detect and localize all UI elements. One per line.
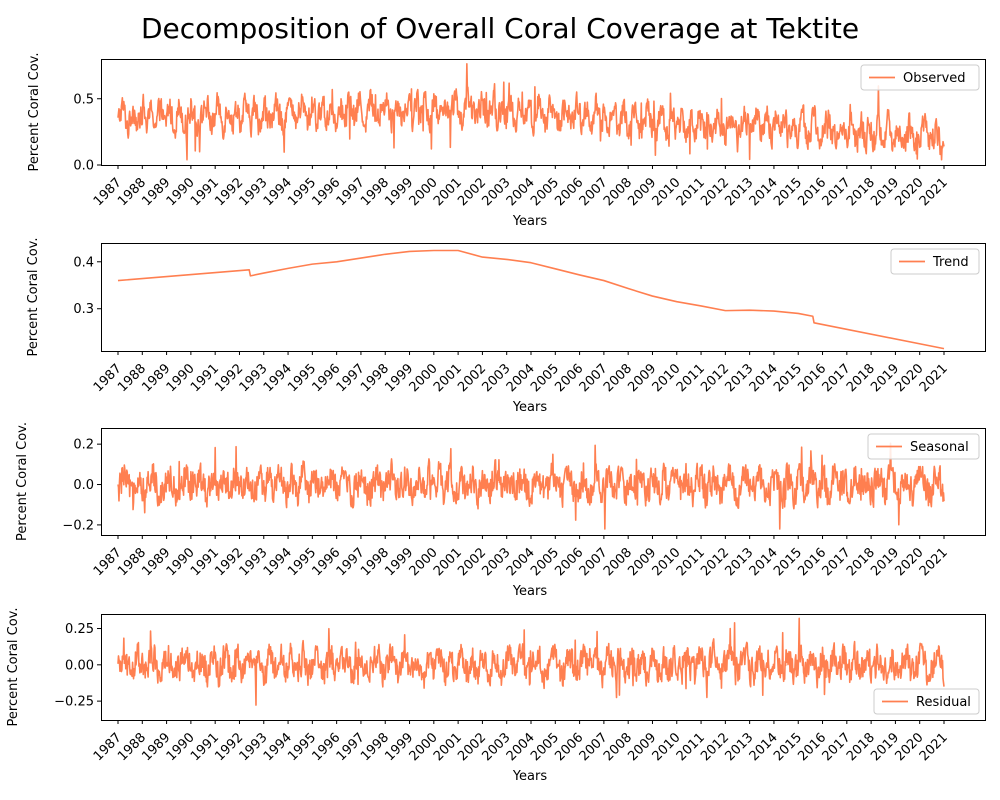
y-tick-label: 0.2 [73,438,94,453]
legend: Seasonal [867,433,980,460]
y-tick-label: 0.3 [73,302,94,317]
y-axis-label: Percent Coral Cov. [26,238,41,357]
legend-label: Observed [903,71,966,86]
y-tick-label: 0.4 [73,255,94,270]
x-axis-label: Years [512,214,548,229]
figure-title: Decomposition of Overall Coral Coverage … [141,12,859,45]
legend-box [867,433,980,460]
x-axis-label: Years [512,400,548,415]
axes-frame [101,428,986,536]
y-tick-label: 0.5 [73,92,94,107]
legend-box [860,64,980,91]
seasonal-series-line [117,442,945,530]
legend: Residual [873,688,980,715]
legend: Trend [890,248,980,275]
legend-box [873,688,980,715]
y-axis-label: Percent Coral Cov. [15,422,30,541]
axes-frame [101,59,986,166]
panels: 0.00.51987198819891990199119921993199419… [6,53,986,784]
legend-label: Residual [916,695,971,710]
residual-series-line [117,617,945,706]
axes-frame [101,614,986,721]
observed-series-line [117,62,945,161]
y-axis-label: Percent Coral Cov. [27,53,42,172]
y-tick-label: 0.00 [65,658,94,673]
legend: Observed [860,64,980,91]
y-tick-label: 0.0 [73,159,94,174]
x-axis-label: Years [512,584,548,599]
legend-label: Trend [932,255,969,270]
x-axis-label: Years [512,769,548,784]
y-tick-label: 0.25 [65,622,94,637]
y-axis-label: Percent Coral Cov. [6,608,21,727]
y-tick-label: −0.2 [62,518,94,533]
trend-series-line [117,249,945,350]
legend-label: Seasonal [910,440,969,455]
legend-box [890,248,980,275]
y-tick-label: 0.0 [73,478,94,493]
axes-frame [101,243,986,352]
y-tick-label: −0.25 [54,695,94,710]
